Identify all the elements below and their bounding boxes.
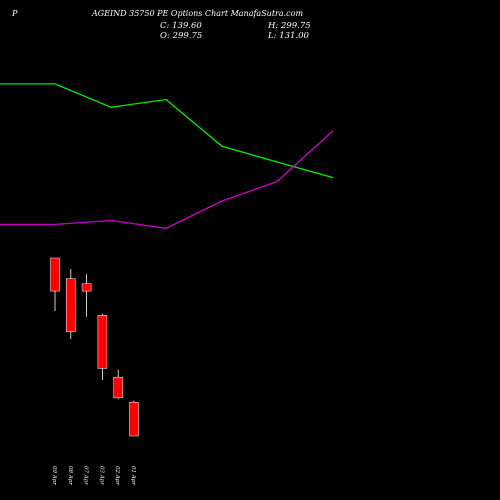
green-indicator-line (0, 83, 334, 179)
x-axis-labels: 09 Apr 08 Apr 07 Apr 03 Apr 02 Apr 01 Apr (51, 466, 136, 485)
candle (50, 257, 60, 311)
high-value: H: 299.75 (267, 21, 311, 31)
x-tick-label: 01 Apr (130, 466, 136, 485)
chart-title-prefix: P (11, 9, 18, 18)
candle (81, 274, 92, 317)
indicator-lines (0, 83, 334, 229)
candle (97, 313, 108, 381)
candle (129, 400, 139, 437)
x-tick-label: 07 Apr (83, 466, 89, 485)
candle-body (129, 401, 139, 437)
candlesticks (50, 257, 139, 437)
candle (113, 369, 123, 400)
x-tick-label: 08 Apr (67, 466, 73, 485)
magenta-indicator-line (0, 130, 334, 229)
chart-title: AGEIND 35750 PE Options Chart ManafaSutr… (91, 9, 303, 18)
candle-body (81, 283, 92, 292)
candle-body (66, 278, 76, 332)
candle-body (113, 376, 123, 399)
close-value: C: 139.60 (160, 21, 202, 31)
open-value: O: 299.75 (160, 31, 202, 41)
x-tick-label: 02 Apr (114, 466, 120, 485)
candle-body (50, 257, 60, 292)
candle-body (97, 315, 108, 369)
x-tick-label: 09 Apr (51, 466, 57, 485)
low-value: L: 131.00 (267, 31, 310, 41)
x-tick-label: 03 Apr (98, 466, 104, 485)
candle (66, 269, 76, 339)
